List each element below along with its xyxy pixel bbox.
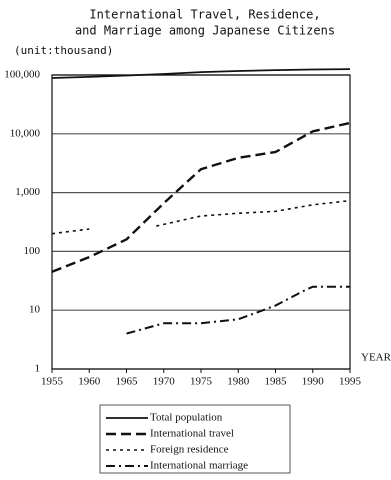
series-line — [126, 285, 350, 335]
chart-title: International Travel, Residence, — [89, 8, 320, 22]
x-tick-label: 1995 — [339, 376, 362, 388]
y-tick-label: 10,000 — [10, 127, 41, 139]
legend-label: International travel — [150, 428, 234, 440]
series-line — [51, 199, 351, 235]
y-tick-label: 100 — [24, 245, 41, 257]
y-tick-label: 10 — [29, 304, 41, 316]
x-tick-label: 1985 — [265, 376, 288, 388]
x-axis-label: YEAR — [361, 352, 391, 364]
legend-label: International marriage — [150, 460, 248, 472]
legend-label: Foreign residence — [150, 444, 229, 456]
x-tick-label: 1970 — [153, 376, 176, 388]
y-tick-label: 1,000 — [15, 186, 40, 198]
legend-box — [99, 404, 291, 474]
x-tick-label: 1960 — [78, 376, 101, 388]
x-tick-label: 1990 — [302, 376, 325, 388]
y-tick-label: 1 — [35, 363, 41, 375]
series-line — [51, 68, 351, 79]
legend-label: Total population — [150, 412, 223, 424]
unit-label: (unit:thousand) — [14, 44, 113, 57]
x-tick-label: 1955 — [41, 376, 64, 388]
chart-title: and Marriage among Japanese Citizens — [75, 24, 335, 38]
x-tick-label: 1975 — [190, 376, 213, 388]
x-tick-label: 1965 — [116, 376, 139, 388]
series-line — [51, 121, 351, 273]
plot-frame — [51, 74, 351, 370]
y-tick-label: 100,000 — [4, 69, 40, 81]
x-tick-label: 1980 — [227, 376, 250, 388]
